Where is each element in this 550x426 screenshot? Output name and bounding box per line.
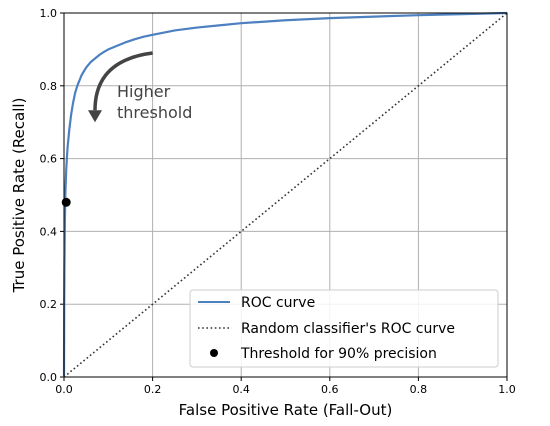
legend-roc-label: ROC curve (241, 295, 315, 311)
legend-random-label: Random classifier's ROC curve (241, 321, 455, 337)
y-tick-label: 1.0 (40, 7, 58, 20)
x-tick-label: 0.0 (55, 383, 73, 396)
legend: ROC curve Random classifier's ROC curve … (189, 289, 499, 368)
arrow-head (88, 110, 103, 123)
random-classifier-line (63, 12, 508, 378)
legend-threshold-swatch (210, 349, 218, 357)
x-tick-label: 0.6 (321, 383, 339, 396)
y-axis-label: True Positive Rate (Recall) (10, 98, 28, 294)
annotation-line-2: threshold (117, 103, 192, 122)
x-tick-label: 0.4 (232, 383, 250, 396)
ticks: 0.0 0.2 0.4 0.6 0.8 1.0 0.0 0.2 0.4 0.6 0.8 1.0 (40, 7, 516, 396)
annotation-line-1: Higher (117, 82, 171, 101)
x-tick-label: 0.2 (144, 383, 162, 396)
x-tick-label: 0.8 (410, 383, 428, 396)
legend-box (189, 289, 499, 368)
y-tick-label: 0.6 (40, 153, 58, 166)
x-axis-label: False Positive Rate (Fall-Out) (179, 401, 393, 419)
threshold-point (61, 197, 71, 207)
y-tick-label: 0.0 (40, 371, 58, 384)
roc-curve-line (62, 11, 508, 378)
grid (63, 12, 508, 378)
x-tick-label: 1.0 (498, 383, 516, 396)
higher-threshold-arrow (93, 51, 153, 111)
annotation: Higher threshold (88, 51, 192, 123)
y-tick-label: 0.2 (40, 298, 58, 311)
legend-threshold-label: Threshold for 90% precision (240, 346, 437, 362)
plot-frame (63, 12, 508, 378)
y-tick-label: 0.4 (40, 225, 58, 238)
y-tick-label: 0.8 (40, 80, 58, 93)
